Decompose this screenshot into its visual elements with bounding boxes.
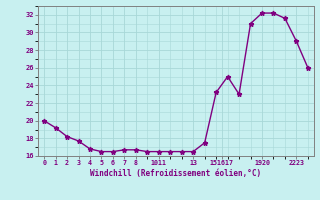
X-axis label: Windchill (Refroidissement éolien,°C): Windchill (Refroidissement éolien,°C) (91, 169, 261, 178)
